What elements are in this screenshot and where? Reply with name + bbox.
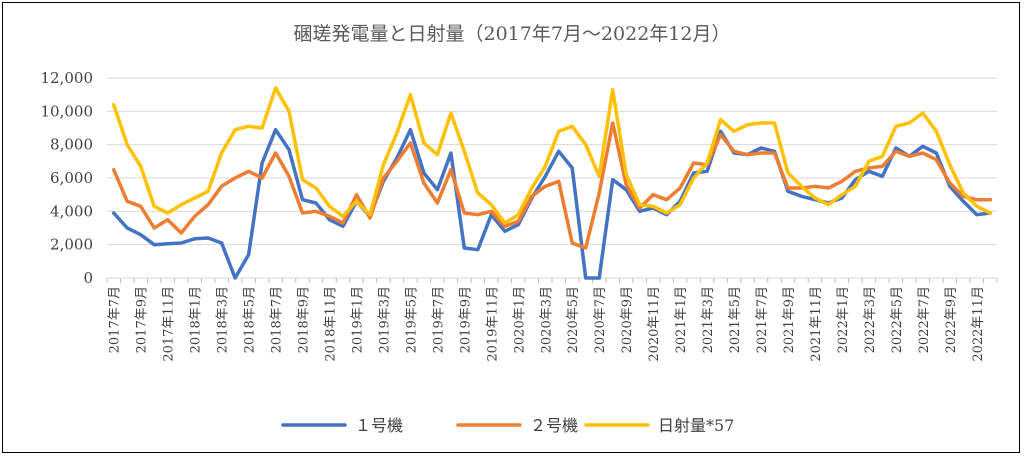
x-axis: 2017年7月 2017年9月 2017年11月 2018年1月 2018年3月 2018…: [106, 278, 998, 362]
x-tick-label: 2018年9月: [297, 286, 312, 353]
legend: １号機 ２号機 日射量*57: [281, 416, 734, 435]
x-tick-label: 2018年11月: [324, 286, 339, 362]
x-tick-label: 2017年7月: [108, 286, 123, 353]
y-tick-label: 4,000: [50, 202, 93, 220]
x-tick-label: 2020年9月: [620, 286, 635, 353]
x-tick-label: 2020年7月: [593, 286, 608, 353]
x-tick-label: 2019年9月: [458, 286, 473, 353]
x-tick-label: 2021年9月: [782, 286, 797, 353]
x-tick-label: 2022年7月: [917, 286, 932, 353]
x-tick-label: 2022年5月: [890, 286, 905, 353]
x-tick-label: 2018年7月: [270, 286, 285, 353]
x-tick-label: 2019年11月: [485, 286, 500, 362]
series-line: [111, 86, 993, 225]
y-axis-ticks: 0 2,000 4,000 6,000 8,000 10,000 12,000: [41, 69, 94, 287]
x-tick-label: 2021年1月: [674, 286, 689, 353]
x-tick-label: 2019年1月: [350, 286, 365, 353]
x-tick-label: 2018年5月: [243, 286, 258, 353]
x-tick-label: 2021年7月: [755, 286, 770, 353]
x-tick-label: 2020年1月: [512, 286, 527, 353]
grid-lines: [107, 77, 997, 279]
legend-label: ２号機: [530, 416, 578, 435]
x-tick-label: 2017年9月: [135, 286, 150, 353]
x-tick-label: 2022年11月: [971, 286, 986, 362]
x-tick-label: 2021年5月: [728, 286, 743, 353]
chart-title: 碅瑳発電量と日射量（2017年7月～2022年12月）: [294, 23, 731, 45]
y-tick-label: 0: [83, 269, 93, 287]
x-tick-label: 2022年3月: [863, 286, 878, 353]
legend-label: 日射量*57: [658, 416, 734, 435]
x-tick-label: 2019年3月: [377, 286, 392, 353]
x-tick-label: 2017年11月: [162, 286, 177, 362]
line-chart: 碅瑳発電量と日射量（2017年7月～2022年12月） 0 2,000 4,000 6…: [41, 23, 998, 435]
x-tick-label: 2020年3月: [539, 286, 554, 353]
y-tick-label: 6,000: [50, 169, 93, 187]
x-tick-label: 2022年1月: [836, 286, 851, 353]
x-tick-label: 2018年1月: [189, 286, 204, 353]
x-tick-label: 2019年5月: [404, 286, 419, 353]
x-tick-label: 2019年7月: [431, 286, 446, 353]
y-tick-label: 2,000: [50, 236, 93, 254]
x-tick-label: 2020年11月: [647, 286, 662, 362]
legend-label: １号機: [355, 416, 403, 435]
y-tick-label: 8,000: [50, 136, 93, 154]
x-tick-label: 2020年5月: [566, 286, 581, 353]
y-tick-label: 12,000: [41, 69, 94, 87]
series-lines: [111, 86, 993, 280]
x-tick-label: 2021年11月: [809, 286, 824, 362]
x-tick-label: 2022年9月: [944, 286, 959, 353]
x-tick-label: 2018年3月: [216, 286, 231, 353]
series-line: [111, 121, 993, 250]
y-tick-label: 10,000: [41, 102, 94, 120]
x-tick-label: 2021年3月: [701, 286, 716, 353]
